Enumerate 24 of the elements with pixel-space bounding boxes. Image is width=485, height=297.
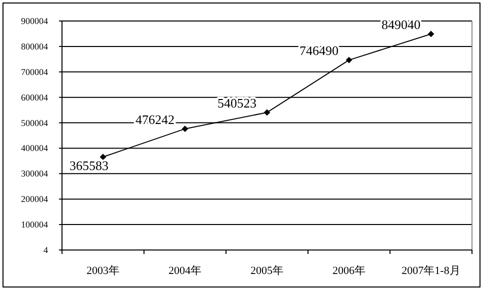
- point: [182, 126, 188, 132]
- x-tick-label: 2006年: [332, 265, 366, 277]
- point: [264, 109, 270, 116]
- x-tick-label: 2004年: [168, 265, 202, 277]
- y-tick-label: 500004: [21, 118, 48, 128]
- y-tick-label: 300004: [21, 168, 48, 179]
- x-tick-label: 2007年1-8月: [402, 265, 460, 277]
- point: [428, 30, 434, 38]
- data-label: 365583: [70, 158, 108, 173]
- point: [100, 154, 106, 160]
- y-tick-label: 400004: [21, 143, 48, 154]
- x-tick-label: 2003年: [86, 265, 120, 277]
- y-tick-label: 100004: [21, 220, 48, 230]
- y-tick-label: 900004: [21, 16, 48, 26]
- y-tick-label: 200004: [21, 194, 48, 204]
- y-tick-label: 4: [44, 245, 48, 255]
- data-label: 746490: [300, 43, 338, 58]
- data-label: 540523: [218, 95, 256, 110]
- point: [346, 56, 352, 64]
- data-label: 849040: [382, 16, 420, 32]
- y-tick-label: 600004: [21, 92, 48, 102]
- y-tick-label: 800004: [21, 41, 48, 52]
- x-tick-label: 2005年: [250, 265, 284, 277]
- y-tick-label: 700004: [21, 66, 48, 77]
